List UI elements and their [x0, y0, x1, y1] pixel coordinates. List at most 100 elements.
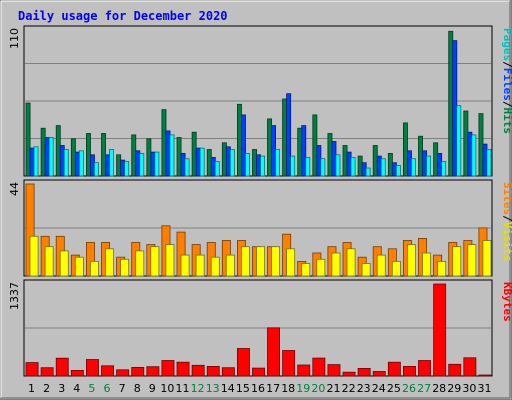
- bar-sites: [271, 246, 281, 277]
- bar-sites: [301, 263, 311, 277]
- bar-files: [195, 147, 201, 177]
- y-max-label: 1337: [8, 282, 21, 310]
- bar-pages: [78, 150, 84, 177]
- bar-kbytes: [116, 369, 130, 377]
- x-tick-label: 14: [221, 382, 235, 395]
- x-tick-label: 23: [357, 382, 371, 395]
- bar-hits: [176, 137, 182, 177]
- bar-sites: [195, 254, 205, 277]
- bar-sites: [406, 244, 416, 277]
- bar-hits: [101, 133, 106, 177]
- legend-entry: /: [501, 215, 512, 222]
- bar-hits: [191, 131, 197, 177]
- x-tick-label: 2: [43, 382, 50, 395]
- bar-kbytes: [236, 348, 250, 377]
- bar-files: [29, 147, 35, 177]
- bar-sites: [482, 240, 492, 277]
- legend-entry: Visits: [501, 222, 512, 262]
- bar-pages: [275, 149, 280, 177]
- bar-kbytes: [372, 371, 386, 377]
- bar-kbytes: [282, 350, 296, 377]
- series-hits: [25, 30, 484, 177]
- x-tick-label: 30: [462, 382, 476, 395]
- bar-files: [135, 150, 141, 177]
- x-tick-label: 5: [88, 382, 95, 395]
- bar-hits: [312, 114, 318, 177]
- bar-pages: [154, 151, 160, 177]
- bar-sites: [240, 246, 250, 277]
- x-tick-label: 3: [58, 382, 65, 395]
- bar-files: [180, 152, 186, 177]
- x-tick-label: 28: [432, 382, 446, 395]
- bar-kbytes: [176, 361, 190, 377]
- bar-hits: [267, 118, 272, 177]
- bar-hits: [478, 113, 484, 177]
- bar-pages: [305, 156, 311, 177]
- bar-files: [452, 40, 458, 177]
- bar-files: [316, 145, 322, 177]
- bar-sites: [59, 250, 69, 277]
- bar-pages: [320, 158, 326, 177]
- panel-kbytes: 1337 KBytes: [8, 279, 512, 377]
- bar-hits: [448, 30, 454, 177]
- bar-kbytes: [463, 357, 477, 377]
- bar-pages: [441, 160, 447, 177]
- x-tick-label: 27: [417, 382, 431, 395]
- bar-kbytes: [297, 364, 311, 377]
- bar-kbytes: [146, 366, 160, 377]
- bar-sites: [437, 260, 447, 277]
- bar-pages: [169, 134, 175, 177]
- x-tick-label: 18: [281, 382, 295, 395]
- bar-kbytes: [70, 369, 84, 377]
- bar-hits: [282, 98, 288, 177]
- bar-kbytes: [312, 357, 326, 377]
- bar-kbytes: [357, 367, 371, 377]
- legend-entry: /: [501, 101, 512, 108]
- x-tick-label: 24: [372, 382, 386, 395]
- series-pages: [33, 105, 492, 177]
- bar-sites: [391, 260, 401, 277]
- bar-kbytes: [402, 365, 416, 377]
- bar-files: [422, 150, 427, 177]
- x-tick-label: 26: [402, 382, 416, 395]
- legend-entry: /: [501, 61, 512, 68]
- bar-kbytes: [221, 367, 235, 377]
- bar-sites: [256, 246, 266, 277]
- bar-hits: [387, 152, 393, 177]
- bar-pages: [124, 160, 130, 177]
- bar-kbytes: [327, 364, 341, 377]
- bar-kbytes: [191, 364, 205, 377]
- bar-hits: [372, 145, 378, 177]
- x-tick-label: 1: [28, 382, 35, 395]
- bar-hits: [131, 134, 137, 177]
- bar-files: [74, 151, 80, 177]
- bar-pages: [365, 167, 371, 177]
- bar-sites: [346, 248, 356, 277]
- bar-pages: [214, 160, 220, 177]
- bar-pages: [471, 134, 477, 177]
- bar-pages: [410, 158, 416, 177]
- bar-sites: [120, 258, 130, 277]
- bar-kbytes: [433, 283, 447, 377]
- bar-sites: [452, 246, 462, 277]
- bar-kbytes: [131, 366, 145, 377]
- bar-kbytes: [206, 365, 220, 377]
- bar-files: [406, 150, 412, 177]
- bar-hits: [357, 155, 363, 177]
- series-legend: KBytes: [501, 282, 512, 322]
- bar-hits: [463, 110, 469, 177]
- series-files: [29, 40, 488, 177]
- legend-entry: Files: [501, 68, 512, 101]
- bar-pages: [184, 158, 190, 177]
- bar-hits: [433, 142, 439, 177]
- series-sites: [29, 235, 492, 277]
- bar-files: [90, 154, 95, 177]
- bar-pages: [244, 152, 250, 177]
- bar-files: [59, 145, 65, 177]
- bar-hits: [297, 127, 303, 177]
- bar-hits: [146, 138, 152, 177]
- bar-files: [346, 151, 352, 177]
- bar-hits: [55, 125, 61, 177]
- bar-pages: [350, 156, 356, 177]
